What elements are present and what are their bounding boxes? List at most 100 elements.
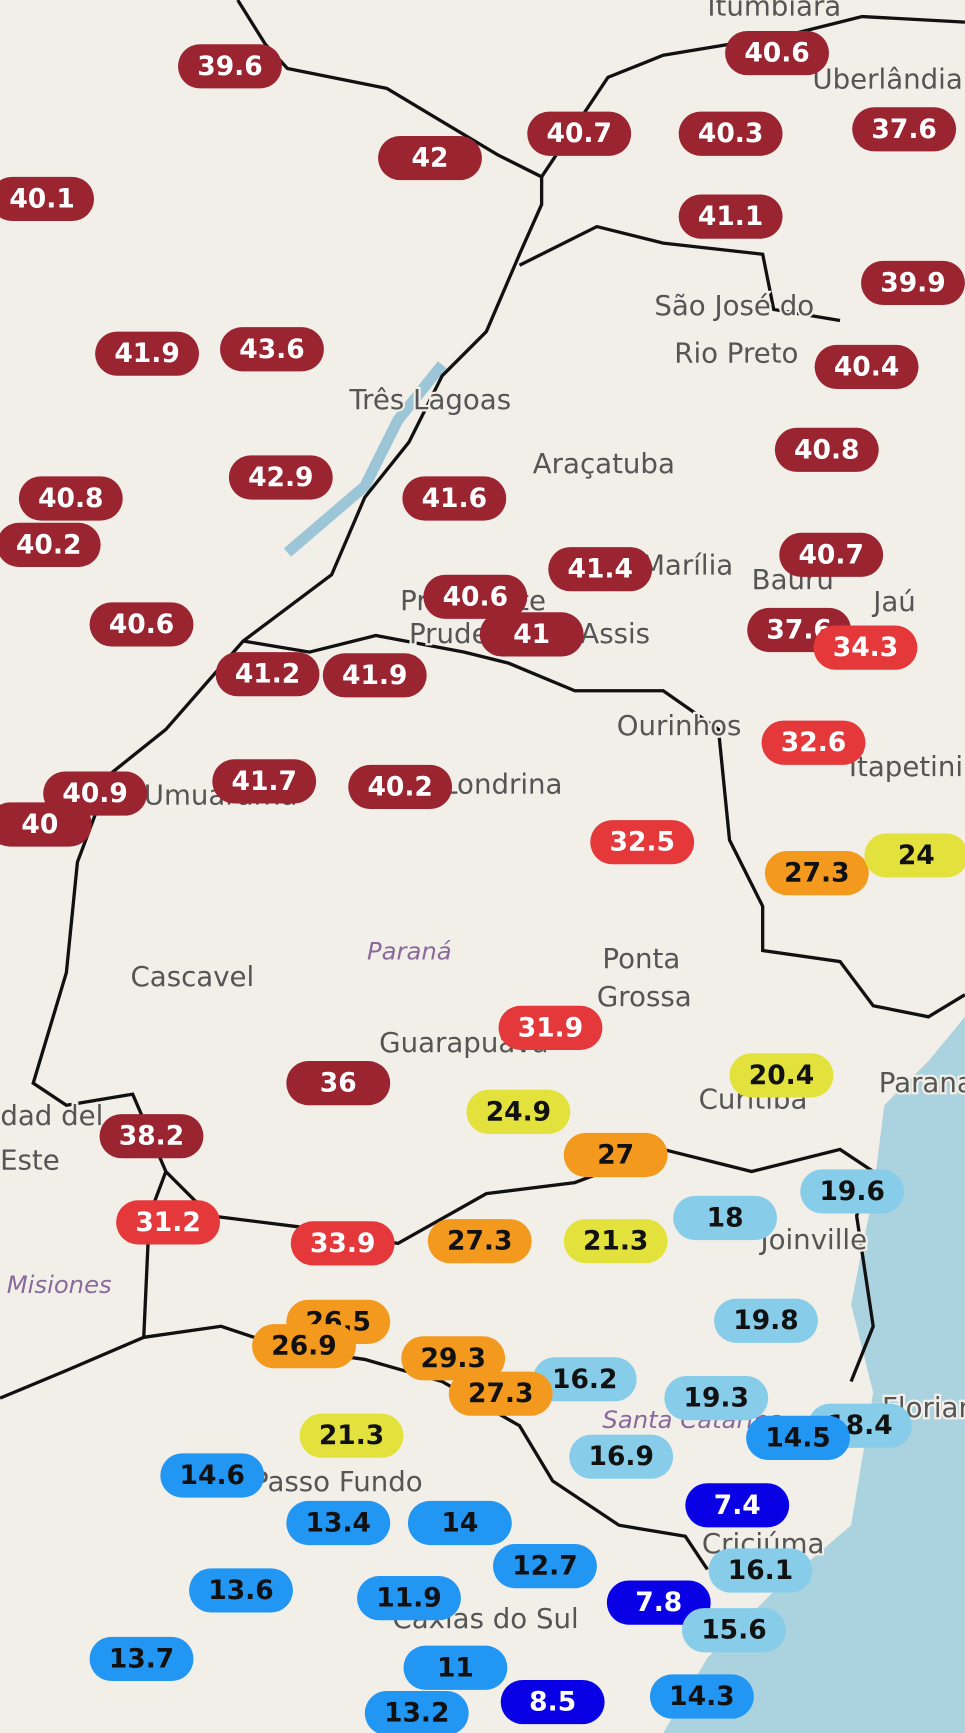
marker-value: 37.6 [871,114,936,145]
temperature-marker: 40.6 [423,574,528,619]
marker-pill [466,1089,571,1134]
place-label: Uberlândia [812,62,962,95]
temperature-marker: 13.2 [364,1691,469,1733]
marker-pill [99,1114,204,1159]
temperature-marker: 34.3 [813,625,918,670]
temperature-marker: 21.3 [299,1413,404,1458]
marker-pill [322,653,427,698]
marker-pill [286,1500,391,1546]
marker-pill [774,427,879,472]
temperature-marker: 40.7 [527,111,632,156]
temperature-marker: 39.9 [861,260,965,306]
marker-value: 40.2 [16,529,81,560]
marker-value: 38.2 [119,1121,184,1152]
temperature-marker: 42 [378,135,482,181]
temperature-marker: 16.9 [569,1434,674,1479]
marker-pill [448,1371,553,1416]
place-label: Araçatuba [533,447,675,480]
marker-value: 24.9 [486,1096,551,1127]
marker-value: 40.2 [367,771,432,802]
temperature-marker: 36 [286,1061,391,1106]
temperature-marker: 20.4 [729,1053,834,1098]
river [283,361,447,557]
temperature-marker: 40.6 [89,602,194,647]
marker-pill [664,1376,769,1421]
marker-value: 14.3 [669,1681,734,1712]
temperature-marker: 19.8 [714,1298,818,1343]
marker-value: 40.6 [109,609,174,640]
marker-pill [681,1608,786,1653]
marker-value: 43.6 [239,334,304,365]
marker-pill [403,1645,508,1690]
place-label: Passo Fundo [252,1465,423,1498]
temperature-marker: 11 [403,1645,508,1690]
marker-value: 32.6 [781,727,846,758]
temperature-marker: 38.2 [99,1114,204,1159]
temperature-marker: 11.9 [357,1576,461,1621]
marker-value: 31.2 [135,1207,200,1238]
marker-value: 41.4 [567,554,632,585]
marker-pill [761,720,866,765]
marker-value: 40.7 [798,539,863,570]
marker-pill [532,1357,637,1402]
marker-value: 27 [597,1139,634,1170]
place-label: Assis [580,617,650,650]
place-label: Ponta [602,942,680,975]
temperature-marker: 40.2 [0,522,101,567]
temperature-marker: 31.2 [116,1200,221,1245]
marker-pill [378,135,482,181]
temperature-marker: 27.3 [448,1371,553,1416]
marker-value: 42 [412,143,449,174]
marker-pill [685,1483,790,1528]
temperature-marker: 24.9 [466,1089,571,1134]
temperature-marker: 32.6 [761,720,866,765]
marker-pill [252,1324,356,1369]
marker-pill [548,547,653,592]
temperature-marker: 39.6 [178,44,282,89]
marker-pill [364,1691,469,1733]
marker-pill [764,851,869,896]
marker-value: 13.7 [109,1643,174,1674]
marker-value: 18 [707,1202,744,1233]
temperature-marker: 7.8 [606,1580,711,1625]
temperature-marker: 41.7 [212,759,317,804]
marker-pill [220,327,324,372]
temperature-marker: 18 [673,1195,778,1241]
place-label: Três Lagoas [348,383,511,416]
marker-value: 16.1 [728,1555,793,1586]
marker-value: 27.3 [447,1226,512,1257]
temperature-marker: 26.9 [252,1324,356,1369]
marker-value: 7.8 [635,1587,682,1618]
marker-pill [18,476,123,521]
temperature-marker: 27.3 [764,851,869,896]
marker-value: 40.3 [698,118,763,149]
place-label: Misiones [7,1270,112,1299]
marker-value: 14.6 [180,1460,245,1491]
marker-value: 15.6 [701,1615,766,1646]
marker-pill [212,759,317,804]
marker-pill [160,1453,265,1498]
marker-value: 40.4 [834,351,899,382]
marker-pill [407,1500,512,1546]
temperature-marker: 41.1 [678,194,783,239]
marker-value: 40.1 [9,183,74,214]
temperature-marker: 40.2 [348,764,453,810]
temperature-marker: 40.3 [678,111,783,156]
marker-pill [708,1548,813,1593]
temperature-marker: 31.9 [498,1005,603,1050]
marker-value: 11 [437,1652,474,1683]
temperature-marker: 40 [0,802,92,847]
temperature-marker: 29.3 [401,1336,506,1381]
place-label: Paranaguá [879,1066,965,1099]
temperature-marker: 12.7 [492,1544,597,1589]
marker-pill [299,1413,404,1458]
temperature-marker: 41.9 [322,653,427,698]
temperature-marker: 14.6 [160,1453,265,1498]
marker-pill [286,1061,391,1106]
marker-pill [746,1415,850,1461]
place-label: Ciudad del [0,1099,103,1132]
marker-value: 13.4 [306,1508,371,1539]
marker-value: 19.6 [819,1176,884,1207]
marker-value: 39.9 [880,267,945,298]
